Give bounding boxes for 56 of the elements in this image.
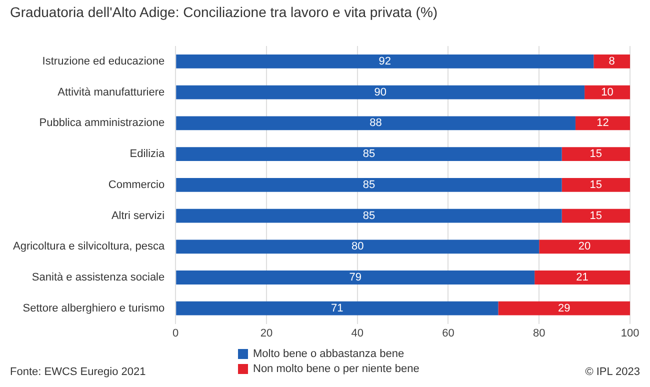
y-tick-label: Settore alberghiero e turismo <box>22 302 165 314</box>
x-tick-label: 60 <box>442 327 454 340</box>
x-tick-label: 20 <box>260 327 273 340</box>
bar <box>498 301 630 316</box>
y-tick-label: Sanità e assistenza sociale <box>32 272 165 284</box>
data-label: 92 <box>378 55 392 68</box>
source-note: Fonte: EWCS Euregio 2021 <box>10 366 146 378</box>
data-label: 85 <box>362 210 376 222</box>
y-tick-label: Pubblica amministrazione <box>39 117 165 130</box>
data-label: 71 <box>331 302 344 314</box>
y-tick-label: Altri servizi <box>111 210 165 222</box>
data-label: 29 <box>558 302 570 314</box>
bar <box>176 270 535 284</box>
data-label: 90 <box>374 86 386 98</box>
data-label: 15 <box>590 178 602 191</box>
x-tick-label: 100 <box>620 327 640 340</box>
data-label: 85 <box>362 178 376 191</box>
data-label: 80 <box>351 240 364 253</box>
data-label: 85 <box>362 148 376 160</box>
chart-title: Graduatoria dell'Alto Adige: Conciliazione tra lavoro e vita privata (%) <box>10 4 438 20</box>
x-tick-label: 0 <box>172 327 179 340</box>
bar <box>176 147 562 161</box>
data-label: 21 <box>576 272 588 284</box>
bar <box>562 147 630 161</box>
text: © IPL 2023 <box>585 366 640 378</box>
bar <box>176 240 540 254</box>
x-tick-label: 40 <box>351 327 364 340</box>
y-tick-label: Agricoltura e silvicoltura, pesca <box>12 240 166 253</box>
bar <box>575 116 630 130</box>
bar <box>176 301 498 316</box>
bar <box>176 178 562 192</box>
bar <box>539 240 630 254</box>
data-label: 15 <box>590 148 602 160</box>
y-tick-label: Commercio <box>108 178 165 191</box>
y-tick-label: Edilizia <box>130 148 166 160</box>
bar <box>562 178 630 192</box>
bar <box>534 270 630 284</box>
data-label: 8 <box>608 55 615 68</box>
data-label: 15 <box>590 210 602 222</box>
data-label: 88 <box>370 117 382 130</box>
x-tick-label: 80 <box>533 327 546 340</box>
data-label: 79 <box>349 272 362 284</box>
data-label: 10 <box>601 86 614 98</box>
bar <box>176 208 562 223</box>
data-label: 12 <box>596 117 609 130</box>
y-tick-label: Istruzione ed educazione <box>42 55 165 68</box>
bar <box>176 116 576 130</box>
y-tick-label: Attività manufatturiere <box>58 86 165 98</box>
bar <box>562 208 630 223</box>
bar <box>176 85 585 100</box>
data-label: 20 <box>578 240 591 253</box>
bar <box>594 54 630 68</box>
legend-label: Molto bene o abbastanza bene <box>253 348 404 360</box>
legend-label: Non molto bene o per niente bene <box>253 362 420 374</box>
bar <box>176 54 594 68</box>
bar <box>584 85 630 100</box>
